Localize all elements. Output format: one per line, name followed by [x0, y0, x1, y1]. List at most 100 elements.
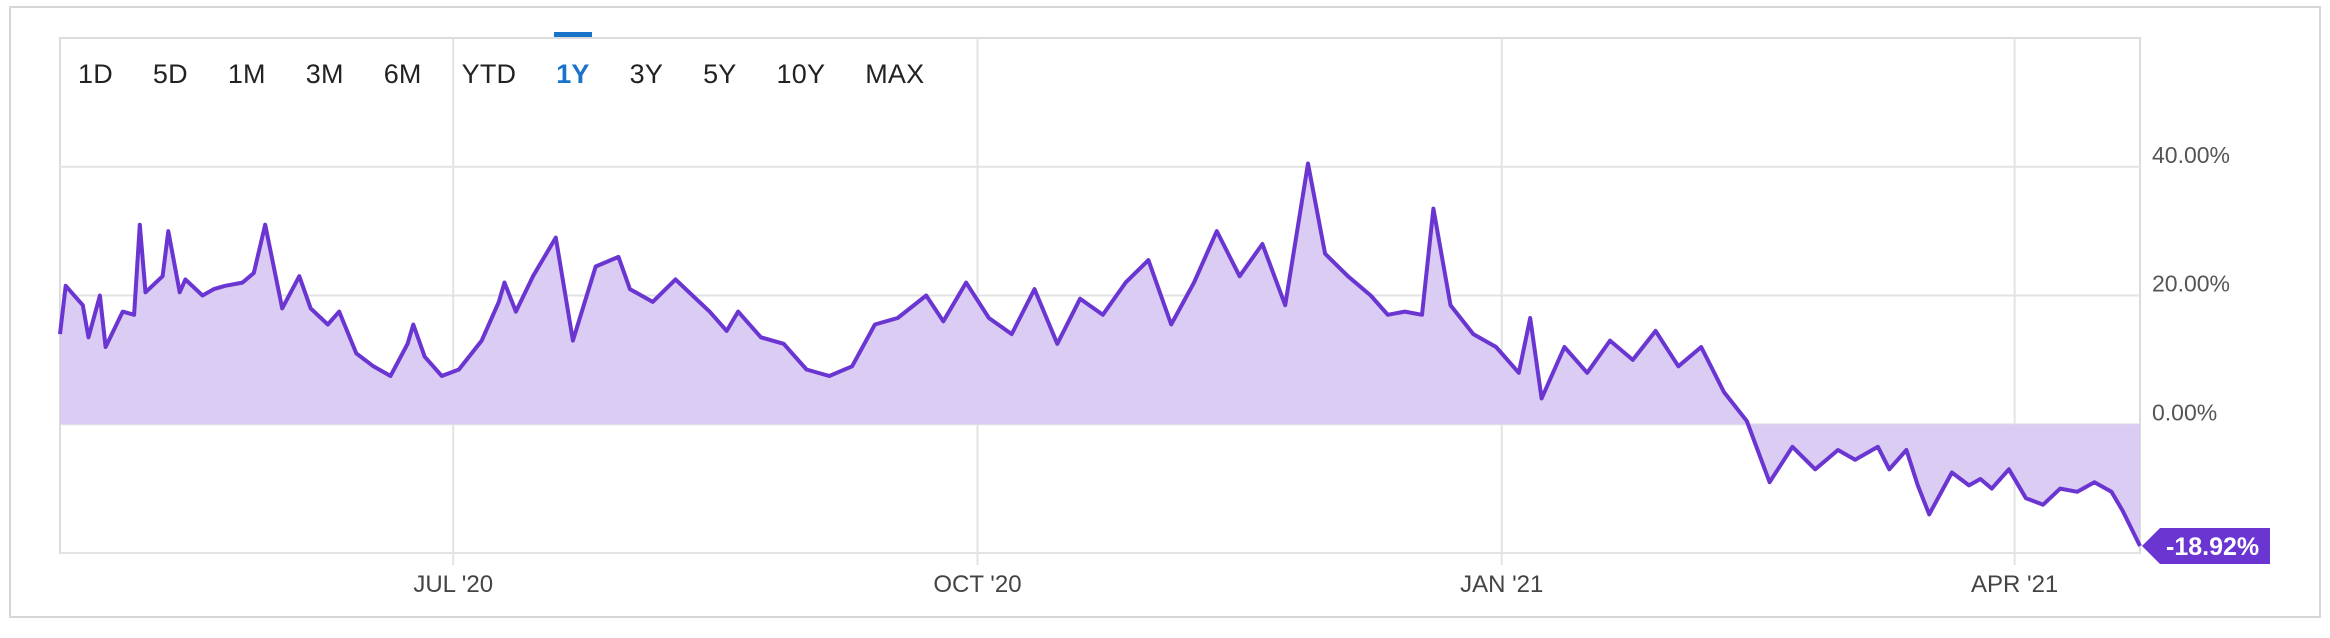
data-point	[1323, 252, 1327, 256]
range-button-6m[interactable]: 6M	[383, 59, 422, 89]
data-point	[805, 368, 809, 372]
data-point	[1238, 274, 1242, 278]
series-line	[58, 161, 2142, 547]
range-button-1d[interactable]: 1D	[78, 59, 113, 89]
data-point	[1722, 390, 1726, 394]
data-point	[1990, 487, 1994, 491]
x-tick-label: APR '21	[1971, 571, 2058, 598]
range-button-max[interactable]: MAX	[865, 59, 925, 89]
data-point	[1853, 458, 1857, 462]
range-button-5y[interactable]: 5Y	[703, 59, 737, 89]
last-value-label: -18.92%	[2166, 533, 2259, 561]
data-point	[161, 274, 165, 278]
range-button-1m[interactable]: 1M	[227, 59, 266, 89]
data-point	[121, 310, 125, 314]
data-point	[1346, 274, 1350, 278]
data-point	[617, 255, 621, 259]
range-button-ytd[interactable]: YTD	[461, 59, 517, 89]
data-point	[223, 284, 227, 288]
data-point	[1283, 303, 1287, 307]
data-point	[1403, 310, 1407, 314]
data-point	[571, 339, 575, 343]
data-point	[166, 229, 170, 233]
data-point	[1369, 294, 1373, 298]
data-point	[1631, 358, 1635, 362]
data-point	[411, 323, 415, 327]
data-point	[1676, 364, 1680, 368]
data-point	[240, 281, 244, 285]
range-button-3y[interactable]: 3Y	[629, 59, 664, 89]
data-point	[497, 300, 501, 304]
data-point	[827, 374, 831, 378]
data-point	[406, 342, 410, 346]
data-point	[1876, 445, 1880, 449]
data-point	[1967, 483, 1971, 487]
data-point	[1699, 345, 1703, 349]
data-point	[1654, 329, 1658, 333]
data-point	[87, 335, 91, 339]
data-point	[389, 374, 393, 378]
data-point	[850, 364, 854, 368]
range-button-1y[interactable]: 1Y	[554, 32, 593, 94]
data-point	[514, 310, 518, 314]
data-point	[2138, 544, 2142, 548]
area-fill	[60, 163, 2140, 546]
data-point	[531, 274, 535, 278]
data-point	[873, 323, 877, 327]
data-point	[1927, 512, 1931, 516]
data-point	[1517, 371, 1521, 375]
y-tick-label: 40.00%	[2152, 142, 2230, 168]
data-point	[252, 271, 256, 275]
data-point	[104, 345, 108, 349]
data-point	[1585, 371, 1589, 375]
data-point	[1562, 345, 1566, 349]
y-tick-label: 0.00%	[2152, 399, 2217, 425]
x-tick-label: JUL '20	[413, 571, 493, 598]
x-tick-label: JAN '21	[1460, 571, 1543, 598]
data-point	[423, 355, 427, 359]
x-tick-label: OCT '20	[933, 571, 1021, 598]
data-point	[1904, 448, 1908, 452]
data-point	[1215, 229, 1219, 233]
data-point	[594, 265, 598, 269]
range-button-10y[interactable]: 10Y	[776, 59, 826, 89]
data-point	[691, 294, 695, 298]
data-point	[201, 294, 205, 298]
data-point	[503, 281, 507, 285]
y-tick-label: 20.00%	[2152, 271, 2230, 297]
data-point	[1813, 467, 1817, 471]
data-point	[651, 300, 655, 304]
data-point	[1420, 313, 1424, 317]
range-button-3m[interactable]: 3M	[305, 59, 344, 89]
data-point	[2092, 480, 2096, 484]
data-point	[1169, 323, 1173, 327]
data-point	[964, 281, 968, 285]
data-point	[1386, 313, 1390, 317]
range-button-5d[interactable]: 5D	[152, 59, 188, 89]
data-point	[1978, 477, 1982, 481]
data-point	[1745, 419, 1749, 423]
data-point	[2075, 490, 2079, 494]
data-point	[2121, 509, 2125, 513]
data-point	[138, 223, 142, 227]
data-point	[759, 335, 763, 339]
data-point	[1528, 316, 1532, 320]
data-point	[1260, 242, 1264, 246]
data-point	[371, 364, 375, 368]
data-point	[1010, 332, 1014, 336]
data-point	[2024, 496, 2028, 500]
data-point	[1055, 342, 1059, 346]
data-point	[1306, 162, 1310, 166]
data-point	[1494, 345, 1498, 349]
data-point	[480, 339, 484, 343]
data-point	[674, 277, 678, 281]
data-point	[326, 323, 330, 327]
data-point	[1768, 480, 1772, 484]
data-point	[337, 310, 341, 314]
data-point	[1431, 207, 1435, 211]
data-point	[708, 310, 712, 314]
data-point	[1836, 448, 1840, 452]
data-point	[457, 368, 461, 372]
data-point	[144, 290, 148, 294]
data-point	[98, 294, 102, 298]
